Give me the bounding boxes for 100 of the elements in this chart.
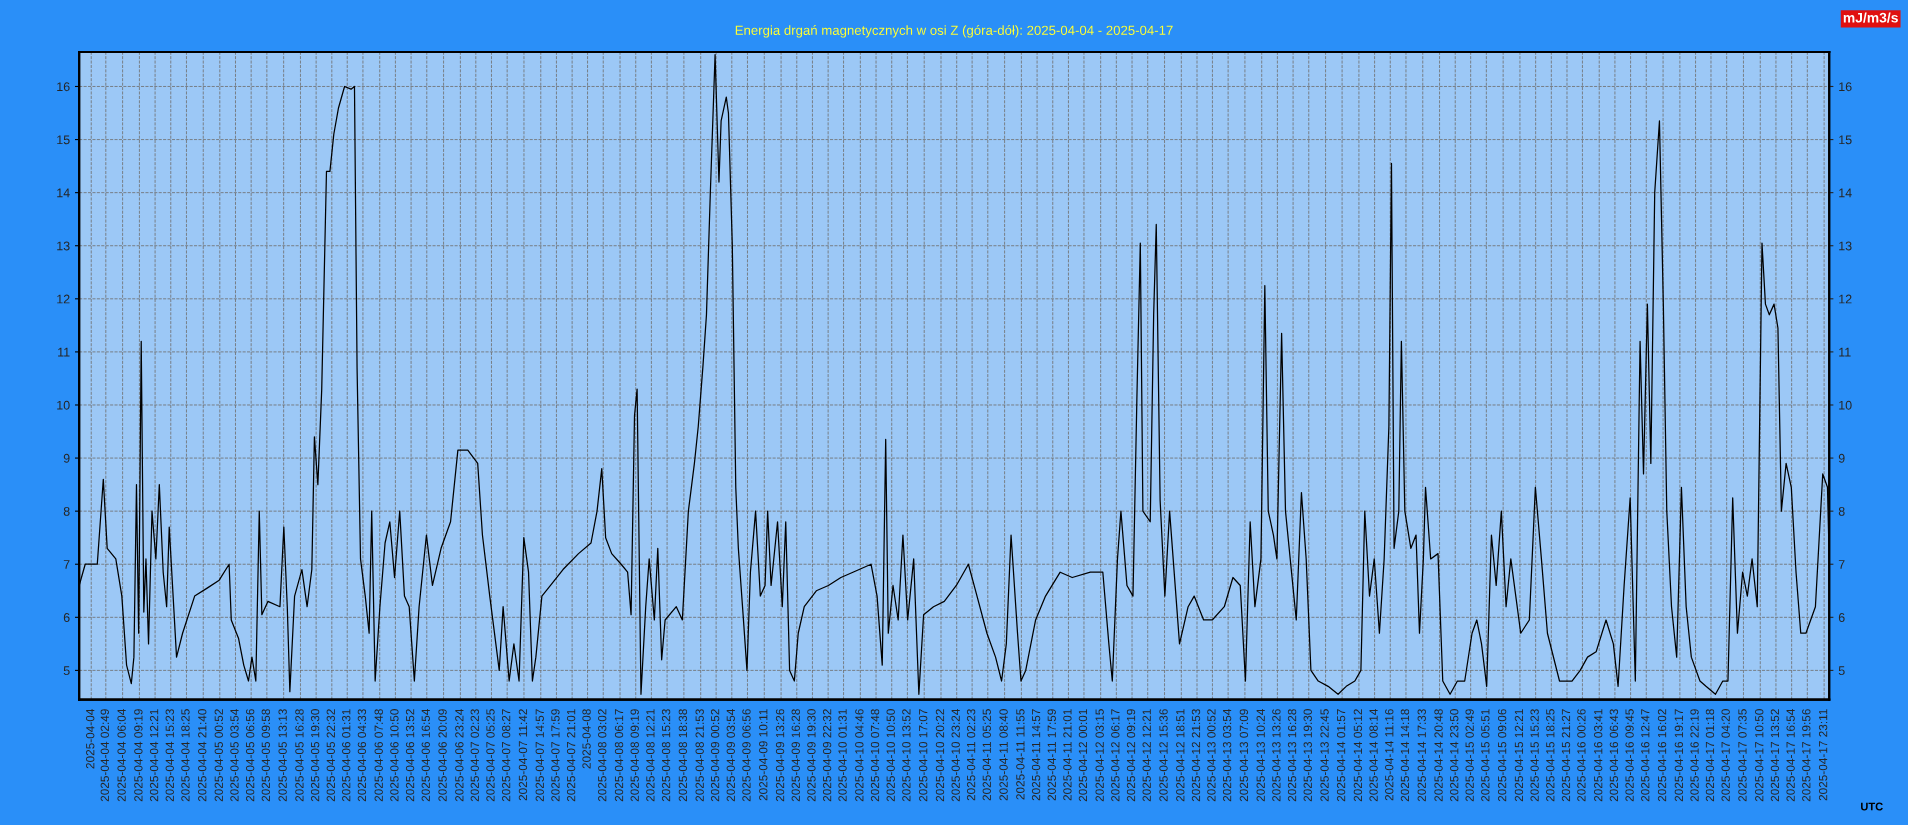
x-tick-label: 2025-04-10 13:52 bbox=[902, 709, 911, 802]
x-tick-label: 2025-04-06 04:33 bbox=[357, 709, 367, 802]
x-tick-label: 2025-04-08 15:23 bbox=[661, 709, 671, 802]
x-tick-label: 2025-04-07 11:42 bbox=[518, 709, 528, 801]
x-tick-label: 2025-04-10 10:50 bbox=[886, 709, 895, 802]
y-tick-label: 7 bbox=[63, 560, 70, 569]
y2-tick-label: 7 bbox=[1838, 560, 1845, 569]
x-tick-label: 2025-04-10 07:48 bbox=[870, 709, 880, 802]
x-tick-label: 2025-04-11 21:01 bbox=[1063, 709, 1072, 801]
y-tick-label: 14 bbox=[57, 188, 70, 198]
x-tick-label: 2025-04-17 07:35 bbox=[1738, 709, 1747, 802]
x-tick-label: 2025-04-05 13:13 bbox=[278, 709, 287, 802]
x-tick-label: 2025-04-04 15:23 bbox=[165, 709, 174, 802]
x-tick-label: 2025-04-04 12:21 bbox=[149, 709, 159, 802]
x-tick-label: 2025-04-13 19:30 bbox=[1303, 709, 1312, 802]
y-tick-label: 6 bbox=[63, 613, 70, 622]
x-tick-label: 2025-04-13 13:26 bbox=[1272, 709, 1281, 802]
y-tick-label: 12 bbox=[57, 294, 70, 304]
x-tick-label: 2025-04-07 05:25 bbox=[486, 709, 495, 802]
x-tick-label: 2025-04-11 02:23 bbox=[966, 709, 976, 801]
x-tick-label: 2025-04-04 02:49 bbox=[100, 709, 109, 802]
x-tick-label: 2025-04-15 15:23 bbox=[1530, 709, 1539, 802]
x-tick-label: 2025-04-17 04:20 bbox=[1721, 709, 1730, 802]
x-tick-label: 2025-04-17 10:50 bbox=[1755, 709, 1764, 802]
y2-tick-label: 16 bbox=[1839, 82, 1852, 92]
x-tick-label: 2025-04-12 00:01 bbox=[1078, 709, 1088, 802]
x-tick-label: 2025-04-06 10:50 bbox=[390, 709, 399, 802]
x-tick-label: 2025-04-15 09:06 bbox=[1497, 709, 1507, 802]
x-tick-label: 2025-04-07 14:57 bbox=[535, 709, 544, 802]
y2-tick-label: 5 bbox=[1838, 666, 1845, 676]
x-tick-label: 2025-04-09 19:30 bbox=[807, 709, 816, 802]
y2-tick-label: 9 bbox=[1838, 453, 1845, 463]
x-tick-label: 2025-04-16 06:43 bbox=[1609, 709, 1619, 802]
y2-tick-label: 12 bbox=[1839, 294, 1852, 304]
x-tick-label: 2025-04-10 23:24 bbox=[951, 708, 960, 802]
x-tick-label: 2025-04-16 00:26 bbox=[1577, 709, 1586, 802]
x-tick-label: 2025-04-10 04:46 bbox=[855, 709, 864, 802]
x-tick-label: 2025-04-04 06:04 bbox=[117, 708, 126, 802]
chart-title: Energia drgań magnetycznych w osi Z (góra-dół): 2025-04-04 - 2025-04-17 bbox=[735, 25, 1173, 38]
x-tick-label: 2025-04-11 08:40 bbox=[999, 709, 1008, 801]
x-tick-label: 2025-04-10 17:07 bbox=[919, 709, 928, 802]
x-tick-label: 2025-04-14 08:14 bbox=[1369, 708, 1378, 802]
x-tick-label: 2025-04-15 12:21 bbox=[1514, 709, 1524, 802]
y2-tick-label: 11 bbox=[1839, 347, 1851, 357]
x-tick-label: 2025-04-11 11:55 bbox=[1016, 709, 1025, 800]
x-tick-label: 2025-04-16 22:19 bbox=[1690, 709, 1699, 802]
x-tick-label: 2025-04-17 19:56 bbox=[1802, 709, 1811, 802]
x-tick-label: 2025-04-06 07:48 bbox=[374, 709, 383, 802]
y2-tick-label: 15 bbox=[1839, 135, 1852, 145]
x-tick-label: 2025-04-08 18:38 bbox=[678, 709, 688, 802]
x-tick-label: 2025-04-14 20:48 bbox=[1434, 709, 1443, 802]
x-tick-label: 2025-04-10 01:31 bbox=[838, 709, 847, 802]
text: UTC bbox=[1861, 802, 1883, 811]
y2-tick-label: 10 bbox=[1839, 400, 1852, 410]
x-tick-label: 2025-04-14 05:12 bbox=[1353, 709, 1363, 802]
x-tick-label: 2025-04-04 bbox=[86, 708, 95, 769]
y-tick-label: 9 bbox=[63, 453, 70, 463]
y-tick-label: 13 bbox=[57, 241, 70, 251]
x-tick-label: 2025-04-12 09:19 bbox=[1126, 709, 1136, 802]
x-tick-label: 2025-04-10 20:22 bbox=[935, 709, 945, 802]
x-tick-label: 2025-04-05 16:28 bbox=[295, 709, 304, 802]
x-tick-label: 2025-04-16 16:02 bbox=[1657, 709, 1667, 802]
x-tick-label: 2025-04-14 01:57 bbox=[1336, 709, 1346, 802]
x-tick-label: 2025-04-08 09:19 bbox=[630, 709, 639, 802]
x-tick-label: 2025-04-04 09:19 bbox=[134, 709, 143, 802]
y-tick-label: 15 bbox=[57, 135, 70, 145]
x-tick-label: 2025-04-04 18:25 bbox=[181, 709, 190, 802]
x-tick-label: 2025-04-14 23:50 bbox=[1450, 709, 1459, 802]
x-tick-label: 2025-04-17 16:54 bbox=[1786, 708, 1795, 802]
x-tick-label: 2025-04-06 01:31 bbox=[342, 709, 351, 802]
x-tick-label: 2025-04-12 18:51 bbox=[1176, 709, 1185, 802]
x-tick-label: 2025-04-13 22:45 bbox=[1320, 709, 1329, 802]
y2-tick-label: 13 bbox=[1839, 241, 1852, 251]
x-tick-label: 2025-04-05 03:54 bbox=[230, 708, 239, 802]
x-tick-label: 2025-04-05 09:58 bbox=[261, 709, 271, 802]
x-tick-label: 2025-04-05 00:52 bbox=[214, 709, 223, 802]
line-series bbox=[79, 54, 1830, 695]
x-tick-label: 2025-04-08 12:21 bbox=[646, 709, 655, 802]
x-tick-label: 2025-04-05 06:56 bbox=[245, 709, 255, 802]
x-tick-label: 2025-04-08 bbox=[582, 709, 591, 769]
x-tick-label: 2025-04-16 12:47 bbox=[1641, 709, 1650, 802]
x-tick-label: 2025-04-07 02:23 bbox=[470, 709, 479, 802]
x-tick-label: 2025-04-17 01:18 bbox=[1705, 709, 1715, 802]
x-tick-label: 2025-04-07 21:01 bbox=[566, 709, 576, 802]
y2-tick-label: 6 bbox=[1838, 613, 1845, 622]
x-tick-label: 2025-04-15 21:27 bbox=[1561, 709, 1571, 802]
x-tick-label: 2025-04-17 13:52 bbox=[1770, 709, 1780, 802]
x-tick-label: 2025-04-05 19:30 bbox=[310, 709, 320, 802]
x-tick-label: 2025-04-09 00:52 bbox=[710, 709, 720, 802]
x-tick-label: 2025-04-12 03:15 bbox=[1095, 709, 1104, 802]
y-tick-label: 16 bbox=[57, 82, 70, 92]
x-tick-label: 2025-04-08 03:02 bbox=[598, 709, 607, 802]
x-tick-label: 2025-04-13 16:28 bbox=[1287, 709, 1297, 802]
y-tick-label: 5 bbox=[63, 666, 70, 676]
x-tick-label: 2025-04-05 22:32 bbox=[326, 709, 335, 802]
x-tick-label: 2025-04-08 06:17 bbox=[614, 709, 624, 802]
x-tick-label: 2025-04-17 23:11 bbox=[1818, 709, 1828, 801]
y-tick-label: 8 bbox=[63, 506, 70, 516]
x-tick-label: 2025-04-09 16:28 bbox=[791, 709, 800, 802]
x-tick-label: 2025-04-16 09:45 bbox=[1625, 709, 1634, 802]
